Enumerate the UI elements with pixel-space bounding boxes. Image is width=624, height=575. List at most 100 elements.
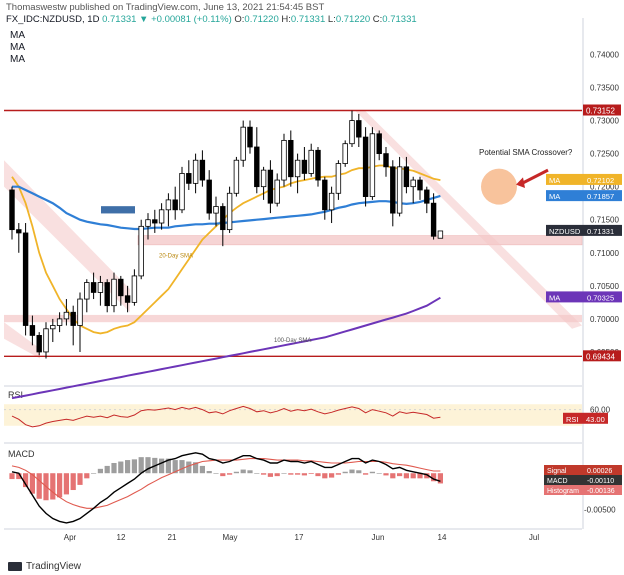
price-level-tag: 0.73152 <box>586 107 615 116</box>
macd-histogram-bar <box>91 473 97 474</box>
candle-body <box>199 159 206 181</box>
time-axis-tick: 12 <box>117 533 126 542</box>
macd-histogram-bar <box>254 473 260 474</box>
candle-body <box>145 219 151 227</box>
open-value: 0.71220 <box>244 14 279 25</box>
price-level-tag-bg <box>583 350 621 362</box>
candle-body <box>233 159 240 194</box>
candle-body <box>424 189 430 204</box>
close-value: 0.71331 <box>382 14 417 25</box>
macd-histogram-bar <box>70 473 76 491</box>
candle-body <box>77 298 83 326</box>
candle-body <box>376 133 382 155</box>
value-tag-prefix: NZDUSD <box>549 227 581 236</box>
candle-body <box>335 163 342 194</box>
time-axis-tick: 21 <box>168 533 177 542</box>
value-tag-prefix: MA <box>549 293 560 302</box>
candle-body <box>247 126 253 148</box>
support-zone <box>137 235 583 246</box>
ma-legend-item[interactable]: MA <box>10 42 25 53</box>
macd-histogram-bar <box>118 461 124 474</box>
price-level-tag: 0.69434 <box>586 352 615 361</box>
sma20-line <box>11 164 441 335</box>
macd-histogram-bar <box>233 471 239 474</box>
candle-body <box>254 146 260 188</box>
macd-histogram-bar <box>383 473 389 476</box>
time-axis-tick: Jul <box>529 533 539 542</box>
macd-histogram-bar <box>295 473 301 475</box>
macd-tag-label: MACD <box>547 478 568 485</box>
macd-histogram-bar <box>424 473 430 479</box>
value-tag-value: 0.72102 <box>587 176 614 185</box>
price-axis-tick: 0.74000 <box>590 50 619 59</box>
candle-body <box>437 230 444 239</box>
ma-legend-item[interactable]: MA <box>10 54 25 65</box>
time-axis-tick: Jun <box>372 533 385 542</box>
candle-body <box>226 192 233 231</box>
high-value: 0.71331 <box>290 14 326 25</box>
macd-histogram-bar <box>36 473 42 499</box>
support-zone-lower <box>4 314 582 323</box>
candle-body <box>430 202 437 237</box>
macd-histogram-bar <box>437 473 443 484</box>
macd-histogram-bar <box>50 473 56 500</box>
macd-histogram-bar <box>301 473 307 476</box>
candle-body <box>192 159 199 184</box>
candle-body <box>403 166 410 188</box>
macd-histogram-bar <box>417 473 423 479</box>
price-axis-tick: 0.73500 <box>590 84 619 93</box>
macd-histogram-bar <box>315 473 321 477</box>
macd-histogram-bar <box>267 473 273 477</box>
candle-body <box>97 282 104 293</box>
macd-histogram-bar <box>247 470 253 474</box>
descending-channel-upper <box>4 160 130 313</box>
close-label: C: <box>372 14 383 25</box>
candle-body <box>29 325 36 336</box>
price-axis-tick: 0.72000 <box>590 183 619 192</box>
candle-body <box>315 149 321 181</box>
candle-body <box>294 159 301 178</box>
value-tag-bg <box>546 224 622 236</box>
candle-body <box>165 199 172 211</box>
candle-body <box>22 232 29 326</box>
rsi-title: RSI <box>8 390 23 400</box>
sma100-label: 100-Day SMA <box>274 338 311 344</box>
value-tag-value: 0.71331 <box>587 227 614 236</box>
macd-histogram-bar <box>390 473 396 479</box>
symbol-name[interactable]: FX_IDC:NZDUSD, 1D <box>6 14 100 25</box>
macd-histogram-bar <box>376 473 382 474</box>
candle-body <box>206 179 212 214</box>
crossover-circle <box>481 168 517 205</box>
candle-body <box>281 139 287 181</box>
candle-body <box>104 282 110 307</box>
candle-body <box>213 206 219 214</box>
candle-body <box>9 189 15 231</box>
macd-histogram-bar <box>363 473 369 475</box>
macd-signal-line <box>11 458 441 509</box>
rsi-axis-tick: 60.00 <box>590 406 611 415</box>
crossover-arrow <box>521 168 549 185</box>
value-tag-bg <box>546 190 622 202</box>
sma50-marker <box>101 206 135 214</box>
price-axis-tick: 0.71000 <box>590 249 619 258</box>
macd-histogram-bar <box>57 473 63 498</box>
macd-histogram-bar <box>23 473 29 488</box>
candle-body <box>118 278 124 297</box>
ma-legend-item[interactable]: MA <box>10 30 25 41</box>
candle-body <box>63 311 70 320</box>
value-tag-bg <box>546 173 622 185</box>
macd-histogram-bar <box>308 473 314 474</box>
macd-histogram-bar <box>138 457 144 474</box>
candle-body <box>288 139 294 178</box>
macd-histogram-bar <box>431 473 437 482</box>
candle-body <box>111 278 117 307</box>
candle-body <box>356 120 362 138</box>
macd-histogram-bar <box>220 473 226 477</box>
macd-tag-label: Histogram <box>547 488 579 495</box>
macd-histogram-bar <box>159 458 165 474</box>
value-tag-bg <box>546 291 622 303</box>
macd-histogram-bar <box>131 459 137 474</box>
price-axis-tick: 0.70500 <box>590 282 619 291</box>
macd-tag-bg <box>544 465 622 475</box>
